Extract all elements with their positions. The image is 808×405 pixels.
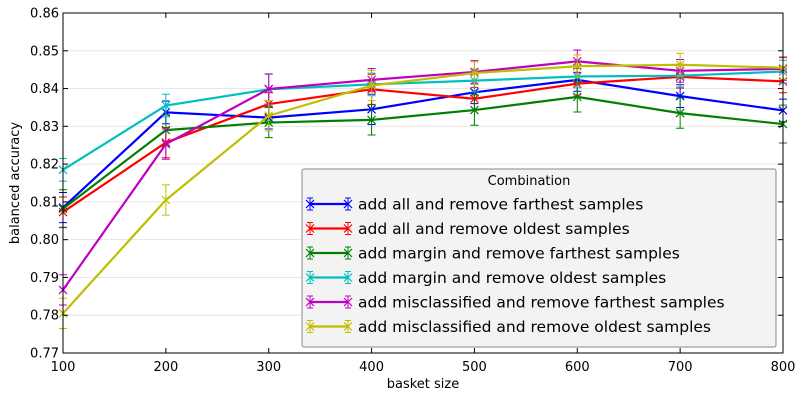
- data-point: [161, 195, 171, 205]
- legend-marker: [305, 297, 315, 307]
- y-tick-label: 0.82: [30, 158, 59, 173]
- legend-label: add margin and remove oldest samples: [358, 269, 666, 287]
- x-tick-label: 700: [668, 360, 693, 375]
- legend-item: add margin and remove farthest samples: [305, 245, 680, 263]
- legend-marker: [305, 273, 315, 282]
- data-point: [470, 105, 479, 115]
- data-point: [161, 101, 171, 110]
- data-point: [572, 61, 582, 71]
- x-tick-label: 300: [256, 360, 281, 375]
- data-point: [470, 68, 479, 78]
- y-tick-label: 0.84: [30, 82, 59, 97]
- legend-label: add misclassified and remove farthest sa…: [358, 294, 725, 312]
- y-axis-label: balanced accuracy: [8, 122, 23, 245]
- legend-marker: [343, 273, 353, 282]
- y-tick-label: 0.78: [30, 309, 59, 324]
- series-line: [62, 78, 784, 209]
- data-point: [264, 84, 274, 94]
- x-tick-label: 500: [462, 360, 487, 375]
- legend-marker: [343, 199, 353, 209]
- series-line: [62, 95, 784, 210]
- x-tick-label: 800: [771, 360, 796, 375]
- y-tick-label: 0.79: [30, 271, 59, 286]
- data-point: [675, 108, 685, 118]
- data-point: [367, 81, 376, 90]
- legend-title: Combination: [488, 174, 571, 189]
- legend-items: add all and remove farthest samples add a…: [305, 196, 725, 336]
- series-line: [62, 70, 784, 171]
- legend-label: add all and remove farthest samples: [358, 196, 643, 214]
- x-axis-label: basket size: [387, 377, 460, 392]
- series-line: [62, 75, 784, 214]
- legend-item: add all and remove farthest samples: [305, 196, 643, 214]
- data-point: [367, 115, 376, 125]
- data-point: [161, 139, 171, 149]
- legend-item: add all and remove oldest samples: [305, 220, 630, 238]
- legend-marker: [305, 199, 315, 209]
- series-6: [58, 52, 788, 329]
- legend-label: add margin and remove farthest samples: [358, 245, 680, 263]
- legend-marker: [343, 297, 353, 307]
- legend-item: add margin and remove oldest samples: [305, 269, 666, 287]
- axis-ticks: 0.77 0.78 0.79 0.80 0.81 0.82 0.83 0.84 0.85 0.86…: [30, 7, 795, 376]
- legend: Combination add all and remove farthest …: [301, 168, 777, 348]
- legend-label: add all and remove oldest samples: [358, 220, 630, 238]
- series-line: [62, 63, 784, 315]
- legend-marker: [305, 322, 315, 331]
- series-lines: [58, 49, 788, 329]
- y-tick-label: 0.77: [30, 347, 59, 362]
- legend-marker: [343, 224, 353, 233]
- series-line: [62, 60, 784, 291]
- x-tick-label: 100: [51, 360, 76, 375]
- legend-marker: [305, 248, 315, 258]
- legend-marker: [343, 322, 353, 331]
- x-tick-label: 200: [153, 360, 178, 375]
- data-point: [264, 111, 274, 121]
- legend-item: add misclassified and remove farthest sa…: [305, 294, 725, 312]
- legend-marker: [305, 224, 315, 233]
- legend-item: add misclassified and remove oldest samp…: [305, 318, 711, 336]
- y-tick-label: 0.81: [30, 195, 59, 210]
- y-tick-label: 0.85: [30, 44, 59, 59]
- y-tick-label: 0.86: [30, 7, 59, 22]
- data-point: [675, 60, 685, 70]
- plot-frame: [62, 12, 784, 354]
- x-tick-label: 600: [565, 360, 590, 375]
- y-tick-label: 0.83: [30, 120, 59, 135]
- data-point: [572, 92, 582, 102]
- data-point: [675, 91, 685, 101]
- legend-box: [301, 168, 777, 348]
- legend-marker: [343, 248, 353, 258]
- x-tick-label: 400: [359, 360, 384, 375]
- y-tick-label: 0.80: [30, 233, 59, 248]
- legend-label: add misclassified and remove oldest samp…: [358, 318, 711, 336]
